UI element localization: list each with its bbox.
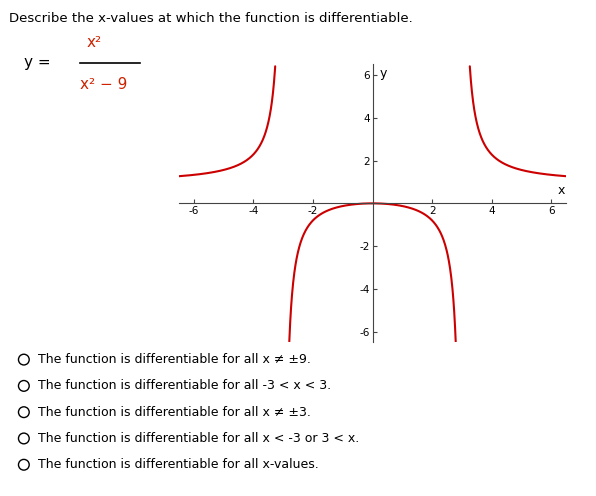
Text: The function is differentiable for all x ≠ ±3.: The function is differentiable for all x…	[38, 406, 311, 419]
Text: The function is differentiable for all x < -3 or 3 < x.: The function is differentiable for all x…	[38, 432, 359, 445]
Text: x² − 9: x² − 9	[80, 77, 128, 92]
Text: y: y	[380, 66, 387, 80]
Text: The function is differentiable for all -3 < x < 3.: The function is differentiable for all -…	[38, 379, 331, 392]
Text: The function is differentiable for all x-values.: The function is differentiable for all x…	[38, 458, 319, 471]
Text: x²: x²	[86, 35, 101, 50]
Text: y =: y =	[24, 55, 51, 69]
Text: Describe the x-values at which the function is differentiable.: Describe the x-values at which the funct…	[9, 12, 412, 25]
Text: x: x	[557, 184, 565, 197]
Text: The function is differentiable for all x ≠ ±9.: The function is differentiable for all x…	[38, 353, 311, 366]
